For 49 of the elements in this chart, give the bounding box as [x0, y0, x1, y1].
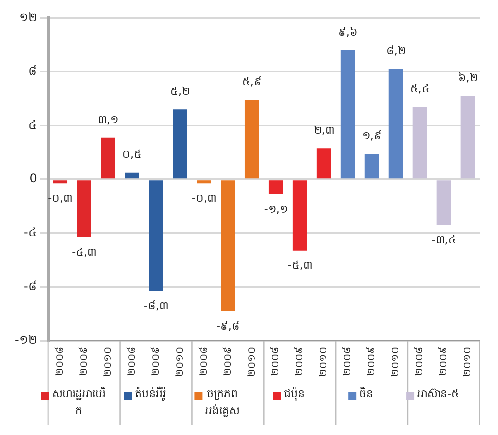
- x-tick-label: ២០១០: [102, 347, 114, 377]
- x-tick-label: ២០០៩: [438, 347, 450, 376]
- x-tick-label: ២០១០: [174, 347, 186, 377]
- y-tick-label: -៤: [24, 226, 38, 240]
- data-label: -៨,៣: [144, 300, 168, 313]
- y-tick-label: ៤: [28, 118, 38, 132]
- data-label: ១,៩: [362, 129, 382, 142]
- y-tick-label: ១២: [19, 10, 38, 24]
- y-tick-label: -៨: [24, 279, 38, 294]
- x-tick-label: ២០០៩: [222, 347, 234, 376]
- legend-label: ជប៉ុន: [284, 386, 306, 402]
- legend-label: ចិន: [360, 386, 374, 400]
- legend-label: អាស៊ាន-៥: [418, 387, 460, 400]
- x-tick-label: ២០០៩: [294, 347, 306, 376]
- x-tick-label: ២០១០: [246, 347, 258, 377]
- data-label: -៣,៤: [432, 234, 456, 247]
- x-tick-label: ២០០៨: [342, 347, 354, 376]
- data-label: -០,៣: [192, 192, 216, 205]
- legend-label: ចក្រភពអង់គ្លេស: [206, 387, 240, 418]
- data-label: ៦,២: [458, 72, 478, 85]
- x-tick-label: ២០០៨: [414, 347, 426, 376]
- data-label: ៩,៦: [338, 26, 358, 39]
- data-label: ៥,៤: [410, 82, 430, 96]
- y-tick-label: ៨: [28, 64, 38, 78]
- data-label: -៥,៣: [288, 259, 312, 272]
- x-tick-label: ២០០៩: [78, 347, 90, 376]
- data-label: ៨,២: [386, 44, 406, 58]
- x-tick-label: ២០០៨: [54, 347, 66, 376]
- data-label: ០,៥: [122, 148, 142, 162]
- data-label: -៩,៨: [216, 320, 240, 333]
- x-tick-label: ២០០៨: [198, 347, 210, 376]
- legend-label: តំបន់អឺរ៉ូ: [135, 386, 166, 402]
- legend-label: សហរដ្ឋអាមេរិក: [52, 386, 106, 418]
- x-tick-label: ២០១០: [462, 347, 474, 377]
- data-label: ៣,១: [98, 113, 119, 126]
- x-tick-label: ២០១០: [390, 347, 402, 377]
- data-label: -០,៣: [48, 192, 73, 205]
- x-tick-label: ២០០៩: [366, 347, 378, 376]
- data-label: ២,៣: [314, 124, 334, 138]
- x-tick-label: ២០០៨: [126, 347, 138, 376]
- x-tick-label: ២០០៨: [270, 347, 282, 376]
- y-tick-label: 0: [30, 172, 38, 186]
- x-tick-label: ២០០៩: [150, 347, 162, 376]
- data-label: ៥,៩: [242, 76, 262, 89]
- x-tick-label: ២០១០: [318, 347, 330, 377]
- data-label: -៤,៣: [72, 246, 97, 259]
- y-tick-label: -១២: [14, 333, 38, 348]
- data-label: -១,១: [264, 202, 288, 216]
- data-label: ៥,២: [170, 85, 190, 98]
